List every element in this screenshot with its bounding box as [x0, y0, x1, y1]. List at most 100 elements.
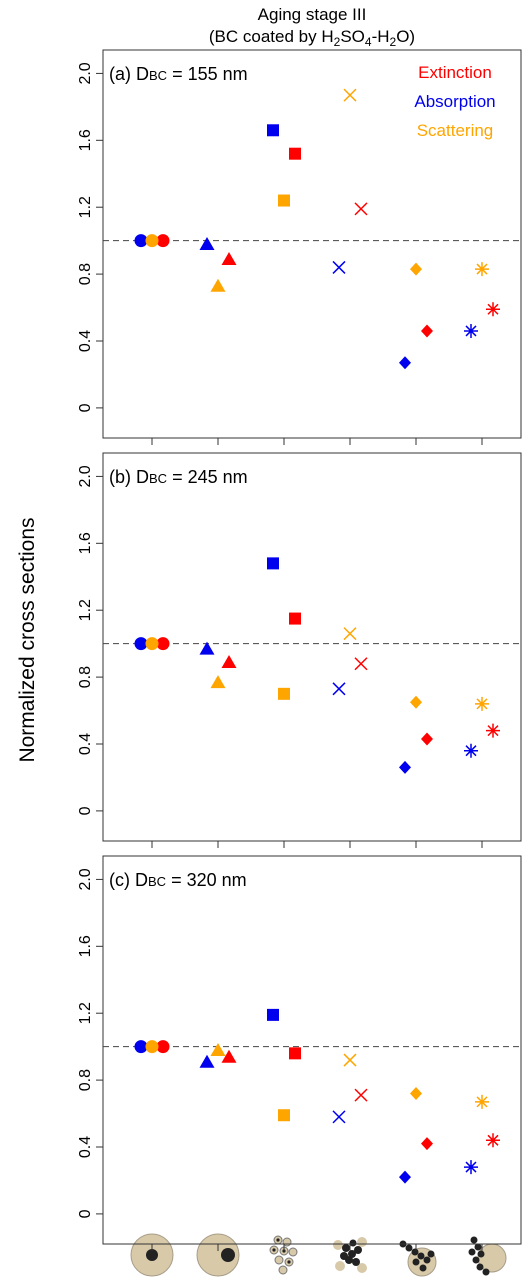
subscript: 4: [365, 35, 372, 49]
panel-label-part: = 320 nm: [166, 870, 247, 890]
marker-circle: [145, 234, 159, 248]
marker-triangle: [199, 237, 215, 250]
marker-cross: [354, 657, 368, 671]
icon-cluster-coated: [269, 1235, 298, 1275]
marker-square: [289, 1047, 301, 1060]
marker-asterisk: [464, 323, 478, 338]
marker-asterisk: [486, 302, 500, 317]
panel-label: (a) DBC = 155 nm: [109, 64, 248, 84]
y-tick-label: 0.8: [77, 263, 94, 285]
y-tick-label: 2.0: [77, 62, 94, 84]
marker-cross: [332, 260, 346, 274]
panel-label: (c) DBC = 320 nm: [109, 870, 247, 890]
marker-triangle: [210, 278, 226, 292]
panel-label-part: = 155 nm: [167, 64, 248, 84]
marker-asterisk: [486, 1133, 500, 1148]
marker-diamond: [421, 324, 433, 338]
panel: 0 0.4 0.8 1.2 1.6 2.0 (c) DBC = 320 nm: [77, 855, 522, 1251]
y-tick-label: 0.4: [77, 1136, 94, 1158]
panel-label-part: (a) D: [109, 64, 149, 84]
y-tick-label: 0: [77, 403, 94, 412]
y-tick-label: 2.0: [77, 868, 94, 890]
y-tick-label: 0: [77, 806, 94, 815]
marker-square: [267, 1008, 279, 1021]
marker-cross: [343, 1053, 357, 1067]
subscript: BC: [149, 68, 167, 83]
marker-cross: [343, 627, 357, 641]
marker-triangle: [210, 675, 226, 689]
icon-core-shell: [130, 1233, 174, 1277]
y-axis-label: Normalized cross sections: [16, 517, 39, 762]
y-tick-label: 1.6: [77, 532, 94, 554]
panel-label-part: (c) D: [109, 870, 148, 890]
marker-asterisk: [464, 1160, 478, 1175]
marker-diamond: [399, 356, 411, 370]
marker-circle: [134, 637, 148, 651]
subtitle-part: O): [396, 27, 415, 46]
marker-diamond: [410, 695, 422, 709]
y-tick-label: 2.0: [77, 465, 94, 487]
icon-eccentric: [196, 1233, 240, 1277]
marker-circle: [145, 1040, 159, 1054]
marker-circle: [134, 1040, 148, 1054]
marker-asterisk: [475, 262, 489, 277]
marker-asterisk: [475, 696, 489, 711]
panel: 0 0.4 0.8 1.2 1.6 2.0 (a) DBC = 155 nm Extincti…: [77, 49, 522, 445]
panel: 0 0.4 0.8 1.2 1.6 2.0 (b) DBC = 245 nm: [77, 452, 522, 848]
marker-triangle: [221, 655, 237, 669]
plot-frame: [102, 49, 522, 439]
marker-asterisk: [475, 1094, 489, 1109]
marker-diamond: [410, 262, 422, 276]
marker-cross: [332, 1110, 346, 1124]
figure-title: Aging stage III: [258, 5, 367, 24]
marker-asterisk: [464, 743, 478, 758]
marker-triangle: [210, 1043, 226, 1056]
y-tick-label: 1.6: [77, 129, 94, 151]
marker-asterisk: [486, 723, 500, 738]
icon-aggregate-partial: [399, 1240, 437, 1277]
marker-square: [267, 557, 279, 570]
marker-square: [278, 1109, 290, 1122]
subtitle-part: (BC coated by H: [209, 27, 334, 46]
y-tick-label: 1.2: [77, 196, 94, 218]
subtitle-part: SO: [340, 27, 365, 46]
y-tick-label: 1.2: [77, 1002, 94, 1024]
y-tick-label: 1.2: [77, 599, 94, 621]
subscript: BC: [148, 874, 166, 889]
marker-diamond: [421, 732, 433, 746]
marker-triangle: [199, 641, 215, 655]
marker-square: [289, 612, 301, 625]
marker-circle: [156, 637, 170, 651]
y-tick-label: 0.4: [77, 733, 94, 755]
marker-square: [278, 194, 290, 207]
marker-square: [289, 147, 301, 160]
marker-square: [278, 687, 290, 700]
panel-label: (b) DBC = 245 nm: [109, 467, 248, 487]
y-tick-label: 0: [77, 1209, 94, 1218]
legend-entry: Absorption: [414, 92, 495, 111]
subscript: 2: [334, 35, 341, 49]
marker-cross: [343, 88, 357, 102]
icon-aggregate-attached: [468, 1236, 507, 1276]
figure-subtitle: (BC coated by H2SO4-H2O): [209, 27, 415, 49]
marker-triangle: [221, 252, 237, 266]
subscript: BC: [149, 471, 167, 486]
plot-frame: [102, 452, 522, 842]
marker-diamond: [399, 760, 411, 774]
y-tick-label: 0.8: [77, 666, 94, 688]
legend-entry: Extinction: [418, 63, 492, 82]
marker-circle: [145, 637, 159, 651]
marker-diamond: [421, 1137, 433, 1151]
subtitle-part: -H: [372, 27, 390, 46]
marker-circle: [156, 234, 170, 248]
marker-cross: [332, 682, 346, 696]
marker-circle: [134, 234, 148, 248]
plot-frame: [102, 855, 522, 1245]
y-tick-label: 1.6: [77, 935, 94, 957]
marker-circle: [156, 1040, 170, 1054]
marker-diamond: [410, 1086, 422, 1100]
legend-entry: Scattering: [417, 121, 494, 140]
marker-cross: [354, 1088, 368, 1102]
marker-triangle: [221, 1049, 237, 1063]
